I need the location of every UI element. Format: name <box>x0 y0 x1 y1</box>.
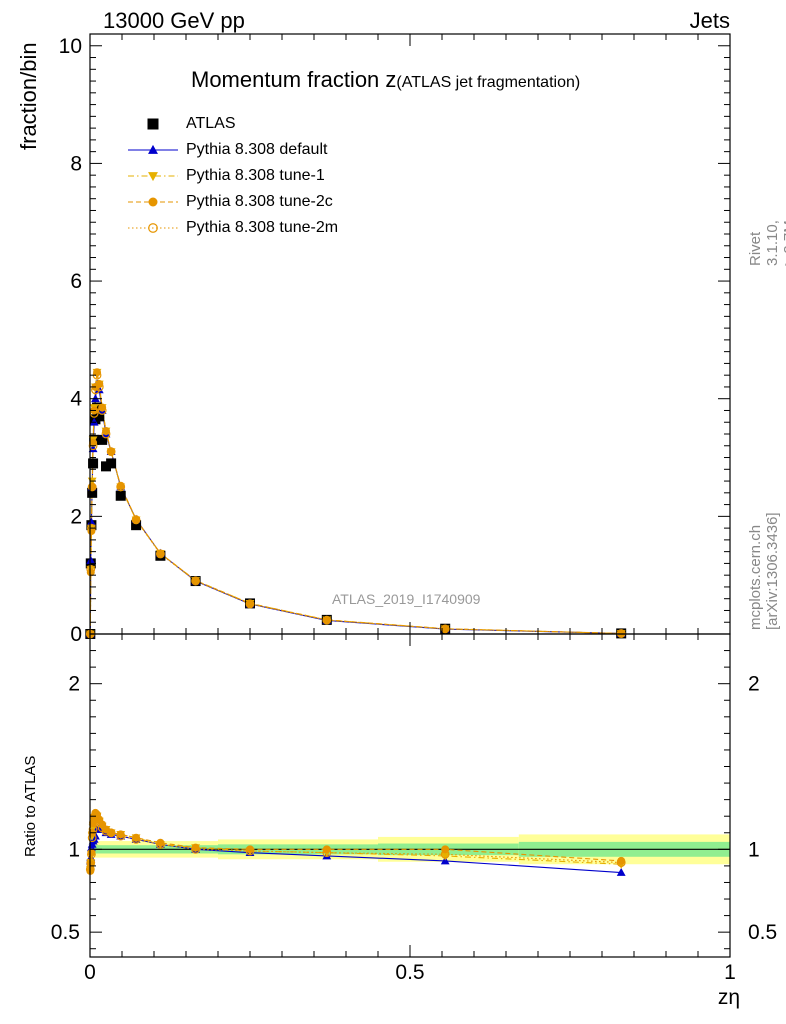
ratio-data-point <box>107 828 116 837</box>
main-data-point <box>106 447 116 457</box>
ratio-y-tick-label-right: 2 <box>748 673 760 696</box>
main-data-point <box>94 411 105 422</box>
main-data-point <box>91 394 100 403</box>
ratio-y-tick-label-left: 0.5 <box>51 921 80 944</box>
legend-markers <box>128 118 178 233</box>
main-data-point <box>156 549 165 558</box>
plot-title: Momentum fraction z(ATLAS jet fragmentat… <box>191 67 580 93</box>
legend-marker <box>148 144 158 154</box>
main-data-point <box>86 568 95 577</box>
ratio-data-point <box>440 849 450 859</box>
ratio-y-tick-label-left: 1 <box>68 838 80 861</box>
legend-marker <box>148 172 158 182</box>
main-data-point <box>440 624 450 634</box>
main-data-point <box>101 461 111 472</box>
ratio-data-point <box>106 828 116 838</box>
x-tick-label: 0 <box>84 961 96 984</box>
ratio-data-point <box>116 831 126 841</box>
main-y-tick-label: 0 <box>70 623 82 646</box>
ratio-data-point <box>322 848 332 858</box>
main-data-point <box>97 406 107 415</box>
main-y-tick-label: 10 <box>59 35 82 58</box>
plot-title-sub: (ATLAS jet fragmentation) <box>396 74 581 91</box>
main-series-line <box>89 383 622 635</box>
main-data-point <box>131 520 142 531</box>
main-data-point <box>131 515 141 525</box>
legend-label-atlas: ATLAS <box>186 115 236 132</box>
ratio-panel: 0 0.5 10.5 0.51 12 2 <box>51 633 777 984</box>
main-data-point <box>97 434 108 445</box>
ratio-data-point <box>440 852 450 861</box>
main-data-point <box>322 615 331 624</box>
main-data-point <box>88 458 99 469</box>
main-data-point <box>102 427 110 436</box>
main-data-point <box>86 555 96 564</box>
main-data-point <box>107 447 116 456</box>
ratio-y-tick-label-right: 1 <box>748 838 760 861</box>
main-data-point <box>88 441 98 451</box>
main-frame <box>89 33 731 635</box>
ratio-data-point <box>191 844 201 854</box>
main-data-point <box>132 515 141 524</box>
main-panel: 0 2 4 6 8 10 <box>59 33 731 957</box>
legend-marker <box>147 118 159 130</box>
main-data-point <box>155 549 165 559</box>
ratio-data-point <box>92 813 102 823</box>
main-data-point <box>89 438 98 447</box>
main-data-point <box>106 458 117 469</box>
main-data-point <box>89 417 99 426</box>
main-data-point <box>246 599 254 608</box>
legend-label-default: Pythia 8.308 default <box>186 141 328 158</box>
main-series-line <box>89 372 622 635</box>
main-data-point <box>245 599 255 609</box>
ratio-data-point <box>87 849 96 859</box>
main-data-point <box>93 368 102 377</box>
legend-label-tune2m: Pythia 8.308 tune-2m <box>186 219 339 236</box>
main-data-point <box>92 402 103 413</box>
ratio-data-point <box>245 846 255 856</box>
main-data-point <box>98 403 107 412</box>
legend-marker <box>148 197 158 207</box>
x-tick-label: 0.5 <box>395 961 424 984</box>
legend-marker <box>148 223 158 233</box>
ratio-frame <box>89 633 731 958</box>
main-y-tick-label: 6 <box>70 270 82 293</box>
main-data-point <box>101 429 111 439</box>
ratio-data-point <box>94 818 104 828</box>
main-y-tick-label: 4 <box>70 388 82 411</box>
main-series-line <box>89 375 622 635</box>
main-y-tick-label: 2 <box>70 505 82 528</box>
main-data-point <box>87 517 96 526</box>
main-series-line <box>89 372 622 635</box>
ratio-data-point <box>616 867 626 876</box>
main-data-point <box>86 564 96 574</box>
ratio-data-point <box>155 839 165 849</box>
plot-title-main: Momentum fraction z <box>191 67 397 92</box>
x-axis-label: zη <box>717 986 740 1009</box>
main-data-point <box>191 576 201 586</box>
ratio-data-point <box>87 833 97 843</box>
main-data-point <box>115 490 126 501</box>
main-data-point <box>88 444 98 453</box>
main-data-point <box>441 624 450 633</box>
main-data-point <box>87 482 97 492</box>
header-process-label: 13000 GeV pp <box>103 8 245 33</box>
main-data-point <box>116 482 126 492</box>
ratio-y-tick-label-right: 0.5 <box>748 921 777 944</box>
main-data-point <box>191 576 200 585</box>
legend-label-tune1: Pythia 8.308 tune-1 <box>186 167 325 184</box>
main-data-point <box>322 615 332 625</box>
analysis-id-label: ATLAS_2019_I1740909 <box>332 591 481 607</box>
ratio-data-point <box>101 826 111 836</box>
main-y-tick-label: 8 <box>70 152 82 175</box>
legend-label-tune2c: Pythia 8.308 tune-2c <box>186 193 333 210</box>
x-tick-label: 1 <box>724 961 736 984</box>
ratio-data-point <box>131 834 141 844</box>
ratio-y-tick-label-left: 2 <box>68 673 80 696</box>
ratio-data-point <box>616 858 626 867</box>
header-category-label: Jets <box>689 8 730 33</box>
